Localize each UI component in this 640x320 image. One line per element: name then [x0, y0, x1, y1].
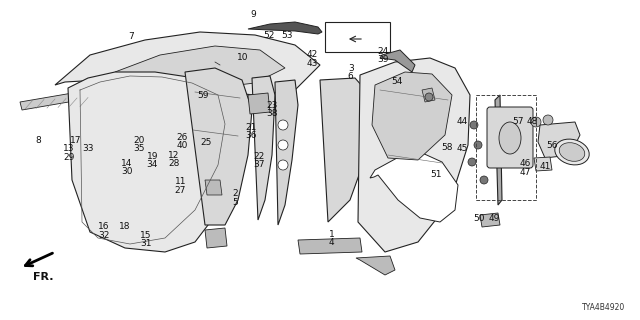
Ellipse shape: [499, 122, 521, 154]
Text: 47: 47: [519, 168, 531, 177]
Polygon shape: [320, 78, 370, 222]
Text: 24: 24: [377, 47, 388, 56]
Text: 30: 30: [121, 167, 132, 176]
Text: 10: 10: [237, 53, 249, 62]
Polygon shape: [356, 256, 395, 275]
Polygon shape: [115, 46, 285, 90]
Text: 6: 6: [348, 72, 353, 81]
Text: 54: 54: [391, 77, 403, 86]
Text: 37: 37: [253, 160, 265, 169]
Bar: [325, 22, 390, 52]
Text: 35: 35: [134, 144, 145, 153]
Text: TYA4B4920: TYA4B4920: [582, 303, 625, 312]
Text: 28: 28: [168, 159, 180, 168]
Polygon shape: [20, 90, 92, 110]
Polygon shape: [275, 80, 298, 225]
Circle shape: [278, 120, 288, 130]
Text: 3: 3: [348, 64, 353, 73]
Text: 59: 59: [198, 92, 209, 100]
Text: 1: 1: [329, 230, 334, 239]
Text: 44: 44: [456, 117, 468, 126]
Text: 40: 40: [177, 141, 188, 150]
Polygon shape: [480, 213, 500, 227]
Text: 52: 52: [263, 31, 275, 40]
Text: 29: 29: [63, 153, 75, 162]
Text: 8: 8: [36, 136, 41, 145]
Polygon shape: [372, 72, 452, 160]
Polygon shape: [252, 76, 275, 220]
Text: 31: 31: [140, 239, 152, 248]
Text: 34: 34: [147, 160, 158, 169]
Text: 20: 20: [134, 136, 145, 145]
Polygon shape: [495, 95, 502, 205]
Ellipse shape: [555, 139, 589, 165]
Circle shape: [474, 141, 482, 149]
Text: 27: 27: [175, 186, 186, 195]
Text: 18: 18: [119, 222, 131, 231]
Circle shape: [278, 160, 288, 170]
Text: 5: 5: [233, 198, 238, 207]
Text: 4: 4: [329, 238, 334, 247]
Circle shape: [480, 176, 488, 184]
Polygon shape: [185, 68, 252, 225]
Text: 13: 13: [63, 144, 75, 153]
Polygon shape: [380, 50, 415, 72]
Text: 36: 36: [245, 132, 257, 140]
Text: 26: 26: [177, 133, 188, 142]
Text: 56: 56: [546, 141, 557, 150]
Polygon shape: [422, 88, 435, 102]
Bar: [476, 95, 536, 200]
Circle shape: [543, 115, 553, 125]
Text: 12: 12: [168, 151, 180, 160]
Text: 14: 14: [121, 159, 132, 168]
Circle shape: [470, 121, 478, 129]
Polygon shape: [68, 72, 235, 252]
Polygon shape: [358, 58, 470, 252]
Text: 21: 21: [245, 124, 257, 132]
Text: 57: 57: [513, 117, 524, 126]
Polygon shape: [534, 157, 552, 171]
Text: 51: 51: [431, 170, 442, 179]
Text: 19: 19: [147, 152, 158, 161]
Ellipse shape: [559, 143, 585, 161]
Polygon shape: [55, 32, 320, 95]
Text: 33: 33: [83, 144, 94, 153]
FancyBboxPatch shape: [487, 107, 533, 168]
Text: 46: 46: [519, 159, 531, 168]
Text: 43: 43: [307, 60, 318, 68]
Text: 49: 49: [488, 214, 500, 223]
Text: 39: 39: [377, 55, 388, 64]
Text: 15: 15: [140, 231, 152, 240]
Text: 17: 17: [70, 136, 81, 145]
Circle shape: [278, 140, 288, 150]
Text: 38: 38: [266, 109, 278, 118]
Polygon shape: [205, 228, 227, 248]
Circle shape: [531, 117, 541, 127]
Text: 22: 22: [253, 152, 265, 161]
Text: 41: 41: [540, 162, 551, 171]
Text: 53: 53: [281, 31, 292, 40]
Text: 16: 16: [98, 222, 109, 231]
Polygon shape: [205, 180, 222, 195]
Text: 23: 23: [266, 101, 278, 110]
Polygon shape: [248, 22, 322, 34]
Polygon shape: [538, 122, 580, 158]
Text: 48: 48: [527, 117, 538, 126]
Text: 9: 9: [250, 10, 255, 19]
Circle shape: [425, 93, 433, 101]
Polygon shape: [370, 152, 458, 222]
Polygon shape: [298, 238, 362, 254]
Circle shape: [468, 158, 476, 166]
Text: 45: 45: [456, 144, 468, 153]
Text: FR.: FR.: [33, 272, 54, 282]
Polygon shape: [248, 93, 270, 114]
Text: 11: 11: [175, 177, 186, 186]
Text: 32: 32: [98, 231, 109, 240]
Text: 7: 7: [129, 32, 134, 41]
Text: 2: 2: [233, 189, 238, 198]
Text: 25: 25: [200, 138, 212, 147]
Text: 42: 42: [307, 50, 318, 59]
Text: 50: 50: [473, 214, 484, 223]
Text: 58: 58: [441, 143, 452, 152]
